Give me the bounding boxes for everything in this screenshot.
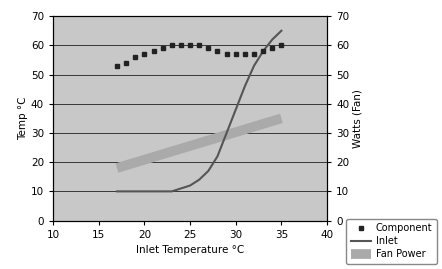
Line: Fan Power: Fan Power: [117, 118, 282, 168]
Component: [169, 44, 175, 47]
Inlet: [187, 184, 193, 187]
Component: [151, 49, 156, 53]
Component: [224, 52, 229, 56]
Inlet: [279, 29, 284, 32]
Component: [197, 44, 202, 47]
Component: [251, 52, 257, 56]
Component: [142, 52, 147, 56]
Inlet: [215, 155, 220, 158]
Inlet: [142, 190, 147, 193]
Line: Component: Component: [115, 43, 284, 68]
Inlet: [160, 190, 165, 193]
Inlet: [251, 64, 257, 68]
Y-axis label: Watts (Fan): Watts (Fan): [352, 89, 362, 148]
Inlet: [114, 190, 120, 193]
Inlet: [206, 169, 211, 172]
Component: [270, 47, 275, 50]
X-axis label: Inlet Temperature °C: Inlet Temperature °C: [136, 245, 244, 255]
Component: [215, 49, 220, 53]
Y-axis label: Temp °C: Temp °C: [18, 97, 28, 140]
Inlet: [270, 38, 275, 41]
Component: [114, 64, 120, 68]
Inlet: [260, 49, 266, 53]
Inlet: [233, 108, 238, 111]
Component: [242, 52, 248, 56]
Component: [187, 44, 193, 47]
Component: [206, 47, 211, 50]
Inlet: [123, 190, 129, 193]
Component: [133, 55, 138, 59]
Inlet: [242, 85, 248, 88]
Component: [233, 52, 238, 56]
Inlet: [197, 178, 202, 181]
Component: [260, 49, 266, 53]
Inlet: [169, 190, 175, 193]
Line: Inlet: Inlet: [117, 31, 282, 191]
Legend: Component, Inlet, Fan Power: Component, Inlet, Fan Power: [347, 219, 437, 264]
Fan Power: [279, 117, 284, 120]
Component: [279, 44, 284, 47]
Fan Power: [114, 167, 120, 170]
Inlet: [178, 187, 183, 190]
Inlet: [133, 190, 138, 193]
Component: [178, 44, 183, 47]
Component: [160, 47, 165, 50]
Component: [123, 61, 129, 65]
Inlet: [224, 131, 229, 134]
Inlet: [151, 190, 156, 193]
